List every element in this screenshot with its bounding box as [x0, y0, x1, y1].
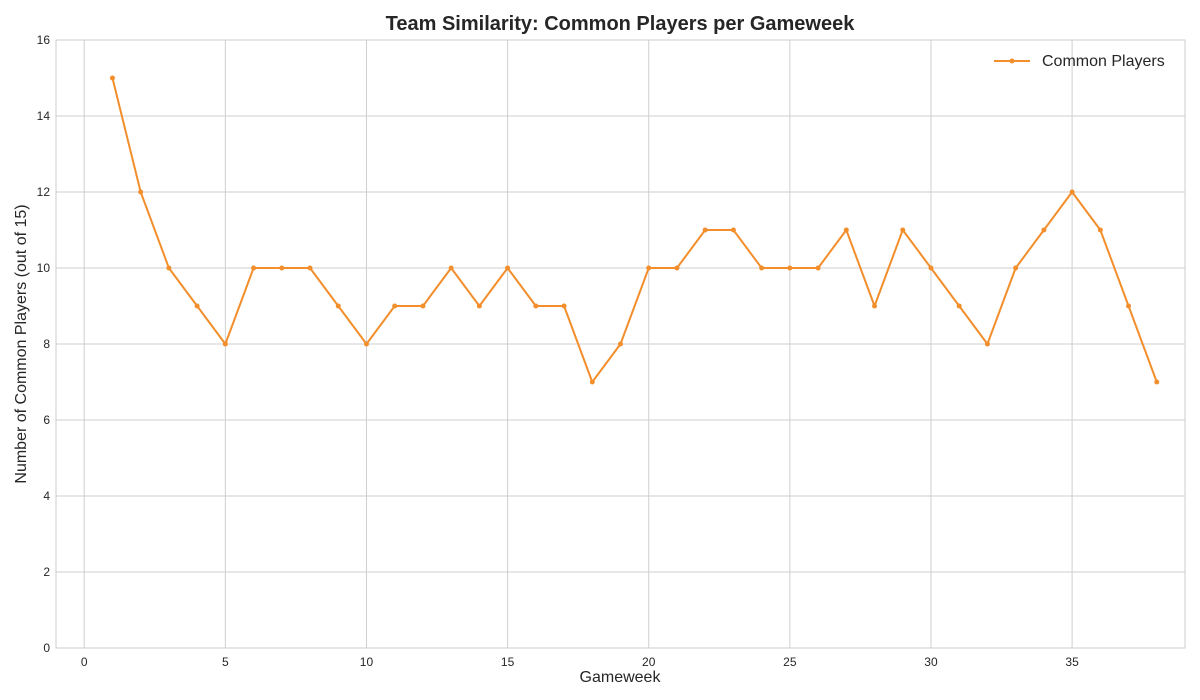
series-layer [109, 75, 1160, 385]
data-point [448, 265, 454, 271]
chart-title: Team Similarity: Common Players per Game… [386, 13, 856, 35]
data-point [420, 303, 426, 309]
y-tick-label: 0 [43, 641, 50, 655]
data-point [392, 303, 398, 309]
y-tick-label: 2 [43, 565, 50, 579]
data-point [815, 265, 821, 271]
y-tick-label: 10 [37, 261, 51, 275]
data-point [533, 303, 539, 309]
data-point [730, 227, 736, 233]
data-point [618, 341, 623, 347]
data-point [505, 265, 511, 271]
data-point [222, 341, 228, 347]
data-point [1013, 265, 1019, 271]
data-point [787, 265, 793, 271]
x-axis-label: Gameweek [580, 669, 662, 686]
y-tick-label: 16 [37, 33, 51, 47]
data-point [335, 303, 341, 309]
data-point [1097, 227, 1103, 233]
y-axis-label: Number of Common Players (out of 15) [13, 204, 30, 483]
data-point [900, 227, 906, 233]
data-point [1154, 379, 1160, 385]
data-point [872, 303, 878, 309]
y-tick-label: 6 [43, 413, 50, 427]
x-axis-ticks: 0 5 10 15 20 25 30 35 [81, 655, 1079, 669]
data-point [956, 303, 962, 309]
data-point [1069, 189, 1075, 195]
data-point [363, 341, 369, 347]
data-point [194, 303, 200, 309]
x-tick-label: 30 [924, 655, 938, 669]
data-point [279, 265, 285, 271]
y-tick-label: 14 [37, 109, 51, 123]
data-point [251, 265, 257, 271]
data-point [166, 265, 172, 271]
data-point [561, 303, 567, 309]
x-tick-label: 25 [783, 655, 797, 669]
data-point [759, 265, 765, 271]
legend-marker-swatch [1009, 58, 1015, 64]
data-point [702, 227, 708, 233]
data-point [307, 265, 313, 271]
data-point [674, 265, 680, 271]
data-point [1126, 303, 1132, 309]
x-tick-label: 20 [642, 655, 656, 669]
plot-frame [55, 39, 1186, 649]
data-point [138, 189, 144, 195]
data-point [476, 303, 482, 309]
x-tick-label: 5 [222, 655, 229, 669]
data-point [109, 75, 115, 81]
x-tick-label: 35 [1065, 655, 1079, 669]
series-line [111, 77, 1158, 383]
y-axis-ticks: 0 2 4 6 8 10 12 14 16 [37, 33, 51, 655]
data-point [928, 265, 934, 271]
y-tick-label: 12 [37, 185, 51, 199]
x-tick-label: 15 [501, 655, 515, 669]
data-point [843, 227, 849, 233]
data-point [984, 341, 990, 347]
data-point [646, 265, 652, 271]
x-tick-label: 0 [81, 655, 88, 669]
legend: Common Players [994, 53, 1165, 70]
data-point [1041, 227, 1047, 233]
x-tick-label: 10 [360, 655, 374, 669]
y-tick-label: 4 [43, 489, 50, 503]
legend-label: Common Players [1042, 53, 1165, 70]
y-tick-label: 8 [43, 337, 50, 351]
data-point [589, 379, 595, 385]
